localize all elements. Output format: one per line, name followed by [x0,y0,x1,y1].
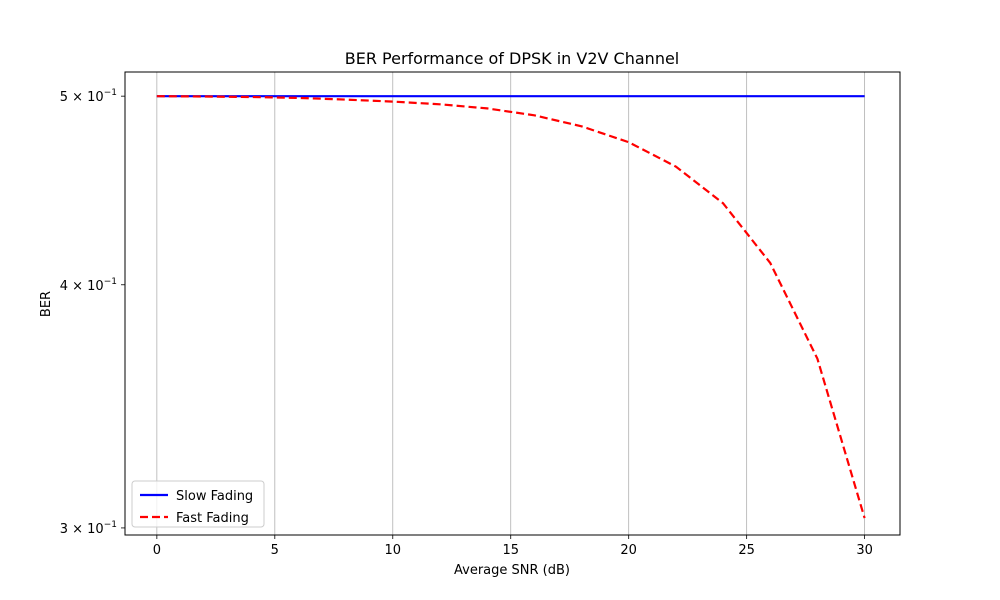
legend-label-slow-fading: Slow Fading [176,489,253,504]
y-tick-label-base: 4 × 10 [60,279,104,294]
x-tick-label: 5 [271,543,279,558]
y-tick-label: 5 × 10−1 [60,88,117,105]
legend-label-fast-fading: Fast Fading [176,511,249,526]
plot-area-frame [124,71,901,536]
x-axis: 0 5 10 15 20 25 30 [153,535,873,558]
y-tick-label-base: 3 × 10 [60,522,104,537]
x-tick-label: 30 [856,543,873,558]
series-line-fast-fading [156,95,866,519]
legend: Slow Fading Fast Fading [131,480,265,528]
y-tick-label-exponent: −1 [104,88,117,98]
x-tick-label: 15 [502,543,519,558]
y-tick-label-exponent: −1 [104,277,117,287]
x-tick-label: 10 [384,543,401,558]
series-group [156,95,866,519]
x-axis-label: Average SNR (dB) [454,563,570,578]
legend-box [131,480,265,528]
grid-lines [156,72,866,535]
chart-title: BER Performance of DPSK in V2V Channel [345,49,680,68]
y-tick-label-base: 5 × 10 [60,90,104,105]
y-tick-label-exponent: −1 [104,520,117,530]
y-axis-label: BER [39,291,54,317]
y-axis: 3 × 10−14 × 10−15 × 10−1 [60,88,125,537]
y-tick-label: 3 × 10−1 [60,520,117,537]
x-tick-label: 20 [620,543,637,558]
x-tick-label: 0 [153,543,161,558]
y-tick-label: 4 × 10−1 [60,277,117,294]
x-tick-label: 25 [738,543,755,558]
